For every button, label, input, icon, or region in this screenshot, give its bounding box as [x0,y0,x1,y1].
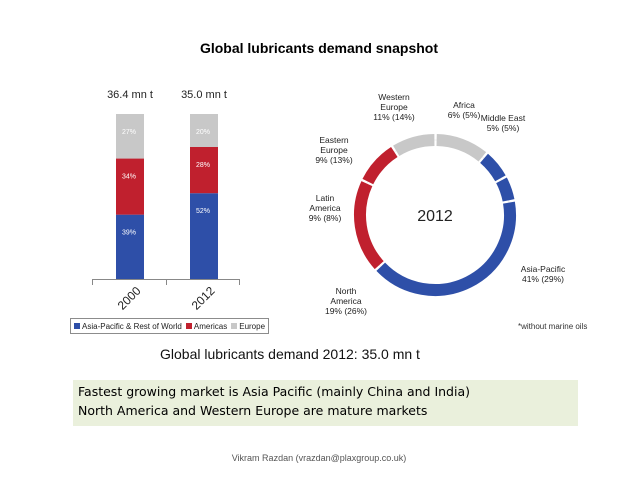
bar-data-label: 52% [196,208,210,215]
donut-slice-label: Latin [316,193,335,203]
donut-slice-western-europe [436,134,487,162]
donut-slice-label: Eastern [319,135,349,145]
donut-slice-label: Africa [453,100,475,110]
donut-slice-asia-pacific [376,201,516,296]
bar-segment-europe-2000 [116,114,144,159]
donut-center-label: 2012 [417,208,453,225]
bar-data-label: 34% [122,174,136,181]
donut-slice-label: 9% (8%) [309,213,342,223]
donut-slice-label: Europe [320,145,348,155]
donut-slice-latin-america [362,146,398,185]
chart-caption: Global lubricants demand 2012: 35.0 mn t [160,346,420,362]
bar-segment-asia-2012 [190,193,218,279]
donut-slice-label: 11% (14%) [373,112,415,122]
donut-slice-label: Europe [380,102,408,112]
bar-segment-americas-2000 [116,158,144,215]
donut-slice-eastern-europe [393,134,435,157]
bar-total-label: 35.0 mn t [181,89,227,101]
legend-swatch-americas [185,323,192,329]
donut-slice-label: Asia-Pacific [521,264,566,274]
slide-footer: Vikram Razdan (vrazdan@plaxgroup.co.uk) [231,453,407,463]
key-notes-box: Fastest growing market is Asia Pacific (… [73,380,578,426]
donut-slice-label: North [336,286,357,296]
legend-label-europe: Europe [239,321,266,331]
bar-data-label: 20% [196,129,210,136]
donut-slice-label: 19% (26%) [325,306,367,316]
donut-slice-middle-east [496,177,515,202]
legend-item-europe: Europe [231,322,265,331]
note-line: North America and Western Europe are mat… [78,403,428,418]
bar-legend: Asia-Pacific & Rest of World Americas Eu… [70,318,270,334]
donut-slice-label: Middle East [481,113,526,123]
legend-item-americas: Americas [185,321,228,331]
donut-slice-label: 9% (13%) [315,155,352,165]
bar-data-label: 27% [122,129,136,136]
note-line: Fastest growing market is Asia Pacific (… [78,384,471,399]
bar-segment-asia-2000 [116,214,144,279]
donut-slice-label: 6% (5%) [448,110,481,120]
donut-slice-label: America [330,296,361,306]
bar-total-label: 36.4 mn t [107,89,153,101]
legend-label-asia: Asia-Pacific & Rest of World [82,321,182,331]
bar-segment-europe-2012 [190,114,218,147]
bar-data-label: 39% [122,230,136,237]
legend-swatch-europe [231,323,238,329]
slide-title: Global lubricants demand snapshot [199,40,439,56]
bar-data-label: 28% [196,162,210,169]
legend-item-asia: Asia-Pacific & Rest of World [74,322,182,331]
legend-label-americas: Americas [193,321,228,331]
bar-segment-americas-2012 [190,147,218,194]
donut-slice-label: Western [378,92,410,102]
footnote: *without marine oils [518,322,588,331]
donut-slice-label: 41% (29%) [522,274,564,284]
donut-slice-label: 5% (5%) [487,123,520,133]
donut-slice-north-america [354,181,384,270]
chart-figure: 39% 34% 27% 36.4 mn t 2000 52% 28% 20% 35.0 mn t… [68,80,588,372]
legend-swatch-asia [74,323,80,329]
donut-slice-label: America [309,203,340,213]
donut-slice-africa [479,153,506,182]
